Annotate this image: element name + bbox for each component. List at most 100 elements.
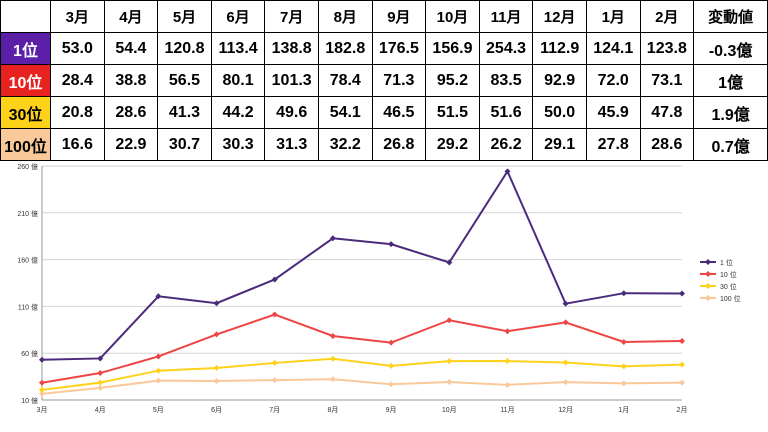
value-cell: 138.8 [264, 32, 319, 65]
value-cell: 51.5 [425, 96, 480, 129]
data-point [679, 337, 685, 344]
month-header: 8月 [317, 0, 373, 33]
value-cell: 112.9 [532, 32, 587, 65]
value-cell: 254.3 [478, 32, 534, 65]
x-tick-label: 11月 [500, 406, 514, 414]
value-cell: 32.2 [317, 128, 373, 161]
value-cell: 30.3 [210, 128, 266, 161]
value-cell: 95.2 [425, 64, 480, 97]
value-cell: 124.1 [585, 32, 641, 65]
value-cell: 51.6 [478, 96, 534, 129]
rank-label: 10位 [0, 64, 51, 97]
value-cell: 120.8 [157, 32, 212, 65]
value-cell: 38.8 [103, 64, 159, 97]
data-point [679, 290, 685, 297]
y-tick-label: 110 億 [18, 302, 38, 311]
data-point [562, 379, 569, 386]
x-tick-label: 10月 [442, 406, 457, 414]
value-cell: 80.1 [210, 64, 266, 97]
data-point [679, 379, 685, 386]
x-tick-label: 4月 [95, 406, 106, 414]
data-point [388, 241, 395, 248]
data-point [504, 328, 511, 335]
month-header: 1月 [585, 0, 641, 33]
value-cell: 30.7 [157, 128, 212, 161]
change-cell: 1.9億 [693, 96, 768, 129]
legend-label: 30 位 [720, 282, 737, 291]
x-tick-label: 2月 [677, 406, 688, 414]
month-header: 12月 [532, 0, 587, 33]
data-point [155, 367, 162, 374]
data-point [97, 355, 104, 362]
value-cell: 28.6 [639, 128, 695, 161]
data-point [329, 355, 336, 362]
data-point [329, 332, 336, 339]
value-cell: 54.1 [317, 96, 373, 129]
value-cell: 83.5 [478, 64, 534, 97]
series-line [41, 313, 683, 384]
value-cell: 73.1 [639, 64, 695, 97]
x-tick-label: 5月 [153, 406, 164, 414]
value-cell: 92.9 [532, 64, 587, 97]
data-point [97, 384, 104, 391]
value-cell: 44.2 [210, 96, 266, 129]
value-cell: 176.5 [371, 32, 427, 65]
change-cell: -0.3億 [693, 32, 768, 65]
value-cell: 123.8 [639, 32, 695, 65]
value-cell: 16.6 [50, 128, 105, 161]
value-cell: 22.9 [103, 128, 159, 161]
rank-label: 1位 [0, 32, 51, 65]
value-cell: 72.0 [585, 64, 641, 97]
data-point [213, 331, 220, 338]
value-cell: 78.4 [317, 64, 373, 97]
data-point [620, 338, 627, 345]
x-tick-label: 1月 [618, 406, 629, 414]
value-cell: 101.3 [264, 64, 319, 97]
legend-label: 1 位 [720, 258, 733, 267]
y-tick-label: 160 億 [17, 256, 38, 265]
data-point [213, 300, 220, 307]
change-cell: 1億 [693, 64, 768, 97]
data-point [620, 380, 627, 387]
table-row: 10位 28.4 38.8 56.5 80.1 101.3 78.4 71.3 95.2 83.5… [0, 64, 768, 97]
value-cell: 53.0 [50, 32, 105, 65]
table-row: 30位 20.8 28.6 41.3 44.2 49.6 54.1 46.5 51.5 51.6 5… [0, 96, 768, 129]
value-cell: 29.2 [425, 128, 480, 161]
legend-marker [705, 295, 711, 301]
value-cell: 29.1 [532, 128, 587, 161]
change-header: 変動値 [693, 0, 768, 33]
data-point [271, 276, 278, 283]
value-cell: 46.5 [371, 96, 427, 129]
y-tick-label: 210 億 [17, 209, 38, 218]
month-header: 2月 [639, 0, 695, 33]
data-point [97, 379, 104, 386]
data-point [155, 293, 162, 300]
data-point [388, 339, 395, 346]
data-point [39, 379, 45, 386]
value-cell: 26.8 [371, 128, 427, 161]
month-header: 6月 [210, 0, 266, 33]
y-tick-label: 260 億 [17, 162, 38, 171]
month-header: 7月 [264, 0, 319, 33]
table-header-row: 3月 4月 5月 6月 7月 8月 9月 10月 11月 12月 1月 2月 変… [0, 0, 768, 33]
data-point [271, 377, 278, 384]
x-tick-label: 9月 [386, 406, 397, 414]
series-line [41, 169, 683, 361]
month-header: 9月 [371, 0, 427, 33]
value-cell: 56.5 [157, 64, 212, 97]
data-point [39, 356, 45, 363]
value-cell: 28.4 [50, 64, 105, 97]
value-cell: 47.8 [639, 96, 695, 129]
month-header: 5月 [157, 0, 212, 33]
data-point [446, 379, 453, 386]
legend-marker [705, 271, 711, 277]
x-tick-label: 3月 [37, 406, 48, 414]
data-point [39, 386, 45, 393]
data-point [679, 361, 685, 368]
header-corner [0, 0, 51, 33]
data-point [504, 168, 511, 175]
value-cell: 49.6 [264, 96, 319, 129]
value-cell: 71.3 [371, 64, 427, 97]
value-cell: 41.3 [157, 96, 212, 129]
data-point [155, 377, 162, 384]
